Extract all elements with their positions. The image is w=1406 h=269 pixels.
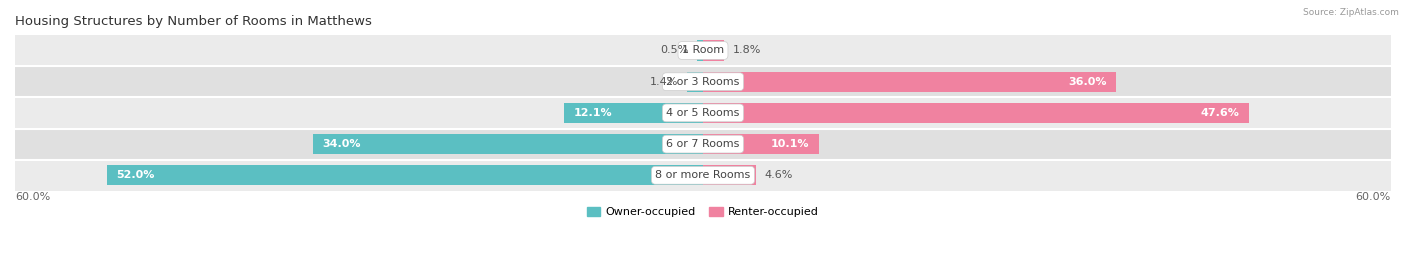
- Text: 1.4%: 1.4%: [650, 77, 678, 87]
- Text: Source: ZipAtlas.com: Source: ZipAtlas.com: [1303, 8, 1399, 17]
- Bar: [703, 165, 756, 185]
- Bar: [314, 134, 703, 154]
- Bar: [15, 97, 1391, 129]
- Text: 8 or more Rooms: 8 or more Rooms: [655, 170, 751, 180]
- Text: 52.0%: 52.0%: [115, 170, 155, 180]
- Text: 36.0%: 36.0%: [1069, 77, 1107, 87]
- Bar: [15, 66, 1391, 97]
- Text: 60.0%: 60.0%: [1355, 192, 1391, 203]
- Bar: [15, 160, 1391, 191]
- Text: 12.1%: 12.1%: [574, 108, 612, 118]
- Bar: [15, 129, 1391, 160]
- Bar: [688, 72, 703, 92]
- Text: 47.6%: 47.6%: [1201, 108, 1240, 118]
- Text: 1 Room: 1 Room: [682, 45, 724, 55]
- Text: 6 or 7 Rooms: 6 or 7 Rooms: [666, 139, 740, 149]
- Bar: [703, 40, 724, 61]
- Text: 34.0%: 34.0%: [322, 139, 361, 149]
- Legend: Owner-occupied, Renter-occupied: Owner-occupied, Renter-occupied: [582, 203, 824, 222]
- Text: 60.0%: 60.0%: [15, 192, 51, 203]
- Text: 1.8%: 1.8%: [733, 45, 761, 55]
- Text: 4.6%: 4.6%: [765, 170, 793, 180]
- Text: 10.1%: 10.1%: [770, 139, 810, 149]
- Bar: [697, 40, 703, 61]
- Bar: [703, 72, 1116, 92]
- Bar: [564, 103, 703, 123]
- Text: Housing Structures by Number of Rooms in Matthews: Housing Structures by Number of Rooms in…: [15, 15, 371, 28]
- Bar: [703, 103, 1249, 123]
- Bar: [703, 134, 818, 154]
- Text: 4 or 5 Rooms: 4 or 5 Rooms: [666, 108, 740, 118]
- Text: 0.5%: 0.5%: [659, 45, 688, 55]
- Bar: [15, 35, 1391, 66]
- Text: 2 or 3 Rooms: 2 or 3 Rooms: [666, 77, 740, 87]
- Bar: [107, 165, 703, 185]
